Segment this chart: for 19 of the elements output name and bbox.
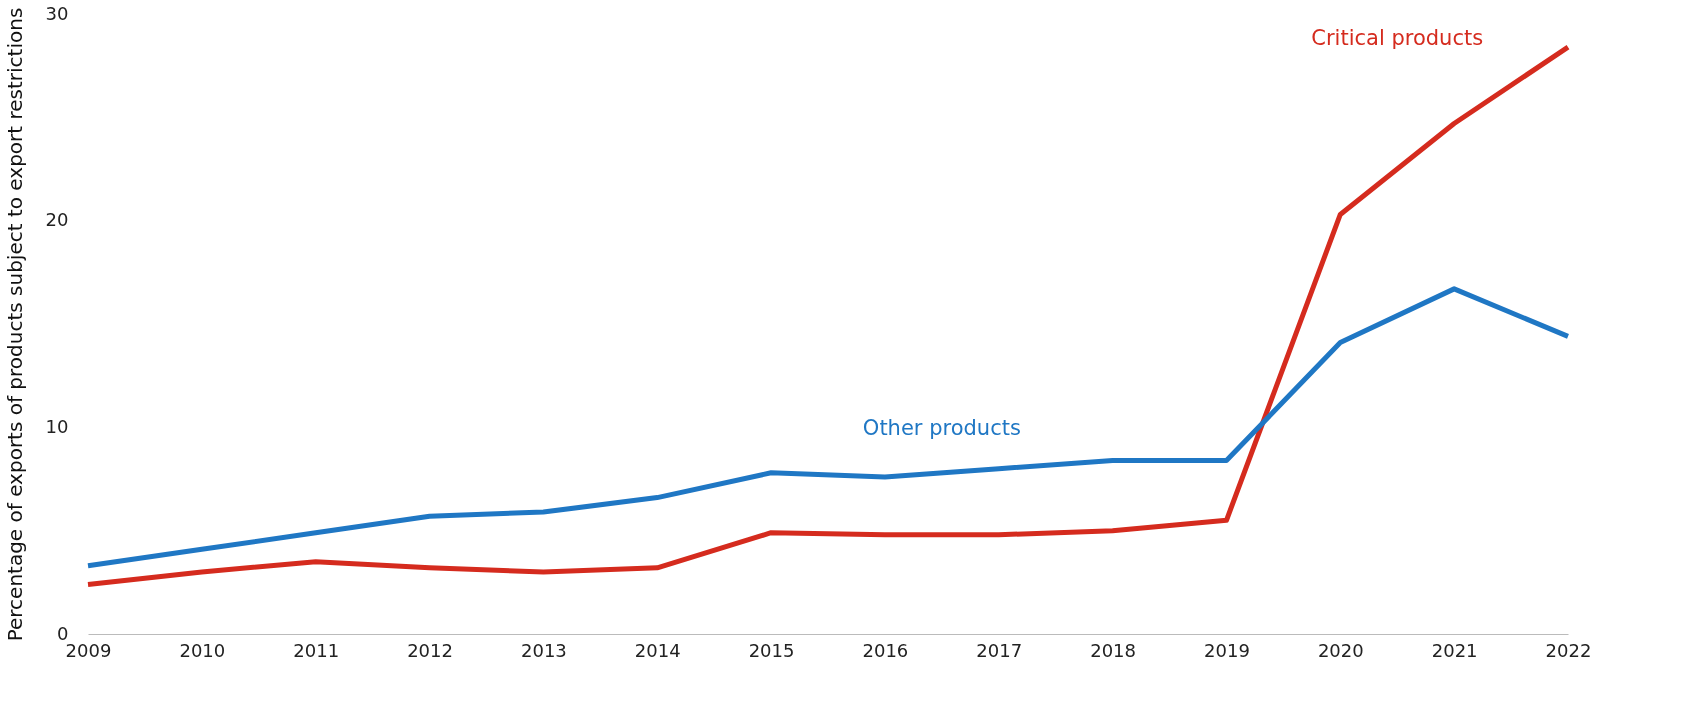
x-tick-label: 2015 xyxy=(748,639,795,661)
text: Critical products xyxy=(1311,25,1484,50)
x-tick-label: 2017 xyxy=(976,639,1023,661)
x-tick-label: 2010 xyxy=(179,639,226,661)
x-tick-label: 2011 xyxy=(293,639,340,661)
x-tick-label: 2021 xyxy=(1431,639,1478,661)
x-tick-label: 2012 xyxy=(407,639,453,661)
y-axis-title: Percentage of exports of products subject to export restrictions xyxy=(2,7,27,642)
y-tick-label: 30 xyxy=(45,2,69,24)
x-tick-label: 2016 xyxy=(862,639,909,661)
series-label: Other products xyxy=(862,416,1021,441)
x-tick-label: 2020 xyxy=(1317,639,1364,661)
x-tick-label: 2018 xyxy=(1090,639,1137,661)
y-tick-label: 20 xyxy=(45,209,69,231)
x-tick-label: 2013 xyxy=(520,639,567,661)
x-tick-label: 2019 xyxy=(1204,639,1250,661)
y-tick-label: 10 xyxy=(45,415,69,437)
x-tick-label: 2014 xyxy=(634,639,681,661)
x-tick-label: 2022 xyxy=(1545,639,1592,661)
